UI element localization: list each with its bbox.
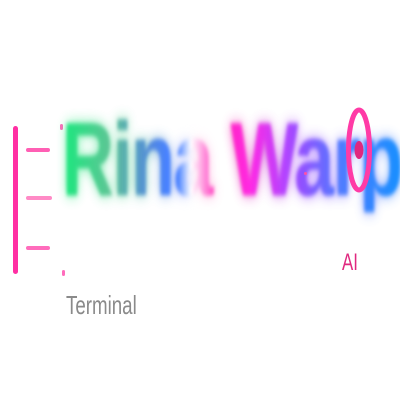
logo-title-wrap: Rina Warp Rina Warp bbox=[62, 108, 400, 300]
list-lines-icon bbox=[13, 124, 65, 276]
target-icon bbox=[346, 107, 372, 193]
logo-title-glow: Rina Warp bbox=[62, 108, 400, 212]
ai-label: AI bbox=[342, 249, 358, 276]
logo-subtitle: Terminal bbox=[66, 290, 137, 320]
logo-title: Rina Warp bbox=[62, 102, 400, 218]
accent-dot bbox=[304, 172, 307, 175]
